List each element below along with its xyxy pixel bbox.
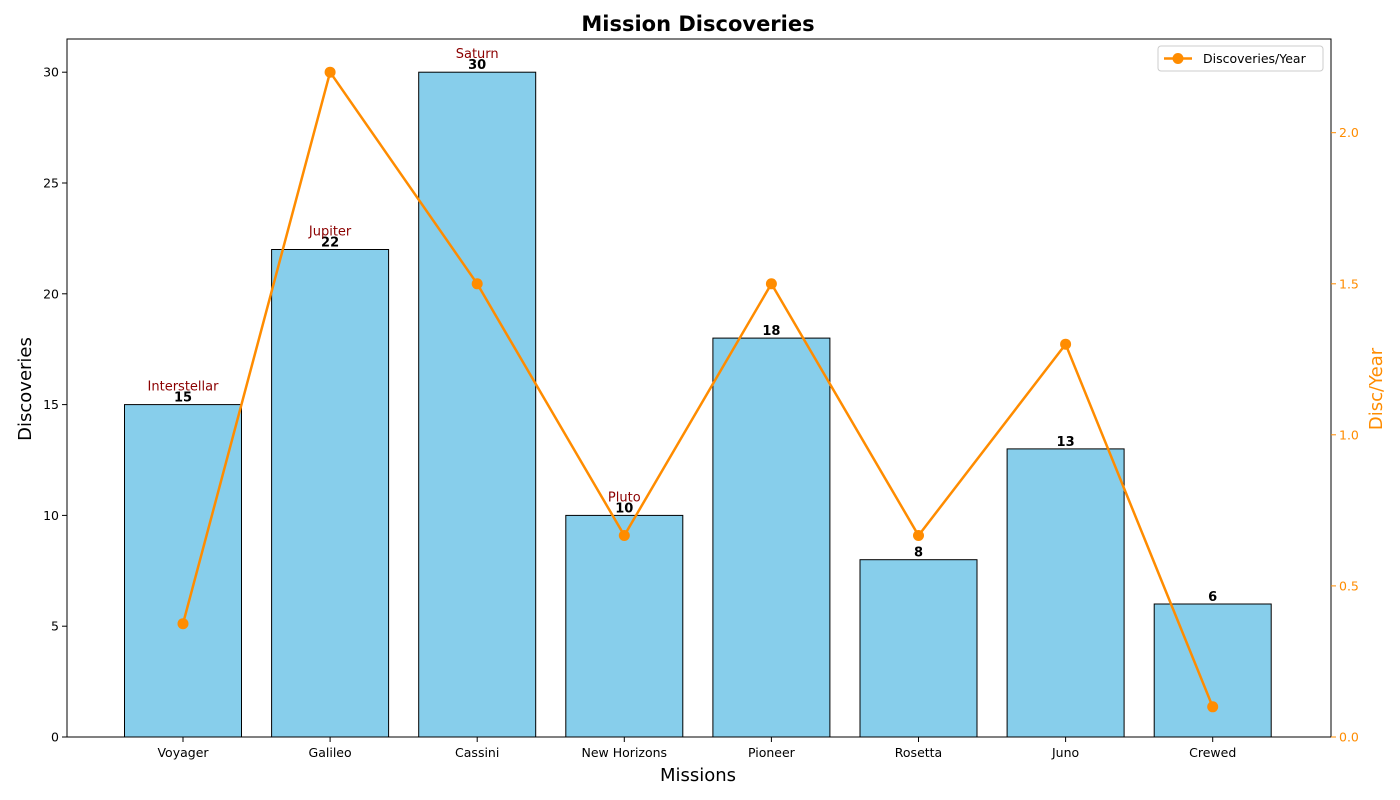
y-tick-label: 5 — [51, 619, 59, 634]
line-point — [618, 530, 630, 541]
bar-voyager — [124, 404, 242, 738]
y2-tick-label: 1.0 — [1339, 427, 1359, 442]
x-axis-label: Missions — [660, 765, 736, 786]
bar-crewed — [1153, 603, 1272, 738]
y-tick-label: 15 — [43, 397, 59, 412]
bar-juno — [1006, 448, 1125, 738]
bar-annotation: Saturn — [456, 47, 499, 62]
right-y-axis: 0.0 0.5 1.0 1.5 2.0 — [1330, 39, 1359, 745]
line-point — [177, 618, 189, 630]
x-tick-label: New Horizons — [582, 745, 668, 760]
plot-frame — [66, 38, 1332, 738]
bar-annotation: Interstellar — [148, 380, 220, 395]
legend-marker-swatch — [1172, 53, 1184, 64]
labels-layer: 15 22 30 10 18 8 13 6 Interstellar Jupiter Saturn P… — [148, 47, 1218, 605]
line-point — [1207, 701, 1219, 713]
chart-title: Mission Discoveries — [581, 12, 814, 36]
legend: Discoveries/Year — [1157, 45, 1324, 72]
bar-annotation: Jupiter — [308, 225, 352, 240]
y2-axis-label: Disc/Year — [1366, 347, 1387, 430]
bar-value-label: 18 — [762, 324, 780, 339]
x-tick-label: Cassini — [455, 745, 499, 760]
x-tick-label: Pioneer — [748, 745, 796, 760]
y-tick-label: 10 — [43, 508, 59, 523]
y2-tick-label: 0.0 — [1339, 730, 1359, 745]
x-tick-label: Voyager — [157, 745, 209, 760]
bars-layer — [124, 71, 1272, 738]
bar-cassini — [418, 71, 537, 738]
x-tick-label: Rosetta — [895, 745, 942, 760]
bar-value-label: 8 — [914, 546, 923, 561]
x-tick-label: Juno — [1051, 745, 1079, 760]
line-point — [471, 278, 483, 290]
bar-value-label: 22 — [321, 236, 339, 251]
bar-galileo — [271, 249, 390, 738]
line-point — [913, 530, 924, 541]
legend-entry-label: Discoveries/Year — [1203, 51, 1307, 66]
y-tick-label: 25 — [43, 176, 59, 191]
x-tick-label: Galileo — [309, 745, 352, 760]
y-tick-label: 30 — [43, 65, 59, 80]
line-point — [1060, 338, 1072, 350]
x-axis: Voyager Galileo Cassini New Horizons Pioneer… — [157, 737, 1236, 760]
discoveries-per-year-line — [181, 70, 1214, 708]
bar-value-label: 30 — [468, 58, 486, 73]
y2-tick-label: 1.5 — [1339, 276, 1359, 291]
y-axis-label: Discoveries — [15, 337, 36, 441]
line-layer — [177, 66, 1219, 713]
y2-tick-label: 2.0 — [1339, 125, 1359, 140]
bar-rosetta — [859, 559, 978, 738]
y-tick-label: 20 — [43, 286, 59, 301]
bar-annotation: Pluto — [608, 490, 641, 505]
x-tick-label: Crewed — [1189, 745, 1236, 760]
bar-new-horizons — [565, 514, 684, 738]
bar-pioneer — [712, 337, 831, 738]
line-point — [765, 278, 777, 290]
bar-value-label: 10 — [615, 501, 633, 516]
line-point — [324, 66, 336, 78]
bar-value-label: 15 — [174, 391, 192, 406]
y-tick-label: 0 — [51, 730, 59, 745]
left-y-axis: 0 5 10 15 20 25 30 — [43, 65, 67, 745]
y2-tick-label: 0.5 — [1339, 578, 1359, 593]
legend-box — [1157, 45, 1324, 72]
bar-value-label: 6 — [1208, 590, 1217, 605]
bar-value-label: 13 — [1057, 435, 1075, 450]
